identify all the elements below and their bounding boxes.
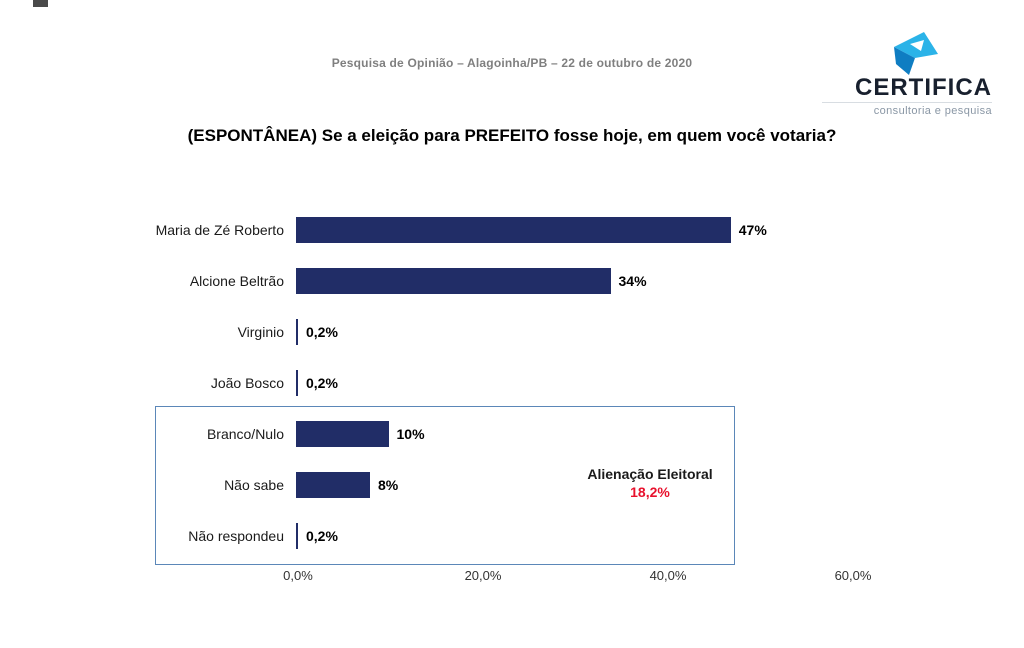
x-axis-tick-label: 40,0% xyxy=(649,568,687,583)
bar-track: 47% xyxy=(296,216,1024,243)
alienation-group-box xyxy=(155,406,735,565)
bar-track: 10% xyxy=(296,420,1024,447)
annotation-label: Alienação Eleitoral xyxy=(587,466,713,482)
bar xyxy=(296,216,731,243)
category-label: Virginio xyxy=(237,323,284,340)
chart-row: Virginio 0,2% xyxy=(0,306,1024,357)
bar xyxy=(296,471,370,498)
chart-title: (ESPONTÂNEA) Se a eleição para PREFEITO … xyxy=(187,126,837,145)
chart-row: Alcione Beltrão 34% xyxy=(0,255,1024,306)
logo-tagline: consultoria e pesquisa xyxy=(822,102,992,117)
bar-track: 8% xyxy=(296,471,1024,498)
bar-track: 0,2% xyxy=(296,369,1024,396)
bar-value-label: 0,2% xyxy=(306,323,338,340)
report-subtitle: Pesquisa de Opinião – Alagoinha/PB – 22 … xyxy=(331,56,693,70)
bar-value-label: 0,2% xyxy=(306,527,338,544)
certifica-logo-icon xyxy=(888,30,940,81)
category-label: Não sabe xyxy=(224,476,284,493)
bar-track: 34% xyxy=(296,267,1024,294)
bar xyxy=(296,522,298,549)
alienation-annotation: Alienação Eleitoral 18,2% xyxy=(545,466,755,500)
chart-rows: Maria de Zé Roberto 47% Alcione Beltrão 34%… xyxy=(0,204,1024,561)
bar-value-label: 0,2% xyxy=(306,374,338,391)
chart-row: João Bosco 0,2% xyxy=(0,357,1024,408)
category-label: Não respondeu xyxy=(188,527,284,544)
annotation-value: 18,2% xyxy=(630,484,670,500)
x-axis-tick-label: 0,0% xyxy=(283,568,313,583)
bar xyxy=(296,369,298,396)
logo-wordmark: CERTIFICA xyxy=(855,74,992,101)
bar-value-label: 47% xyxy=(738,221,767,238)
chart-row: Maria de Zé Roberto 47% xyxy=(0,204,1024,255)
x-axis-tick-label: 20,0% xyxy=(464,568,502,583)
chart-row: Não respondeu 0,2% xyxy=(0,510,1024,561)
bar-value-label: 8% xyxy=(378,476,399,493)
bar-track: 0,2% xyxy=(296,522,1024,549)
chart-row: Não sabe 8% xyxy=(0,459,1024,510)
certifica-logo: CERTIFICA consultoria e pesquisa xyxy=(822,30,992,120)
bar xyxy=(296,318,298,345)
bar xyxy=(296,420,389,447)
category-label: João Bosco xyxy=(210,374,284,391)
category-label: Alcione Beltrão xyxy=(189,272,284,289)
bar-track: 0,2% xyxy=(296,318,1024,345)
bar-value-label: 34% xyxy=(618,272,647,289)
category-label: Maria de Zé Roberto xyxy=(155,221,284,238)
x-axis-tick-label: 60,0% xyxy=(834,568,872,583)
bar-value-label: 10% xyxy=(396,425,425,442)
category-label: Branco/Nulo xyxy=(206,425,284,442)
x-axis: 0,0% 20,0% 40,0% 60,0% xyxy=(0,568,1024,588)
screen-edge-artifact xyxy=(33,0,48,7)
bar xyxy=(296,267,611,294)
chart-row: Branco/Nulo 10% xyxy=(0,408,1024,459)
